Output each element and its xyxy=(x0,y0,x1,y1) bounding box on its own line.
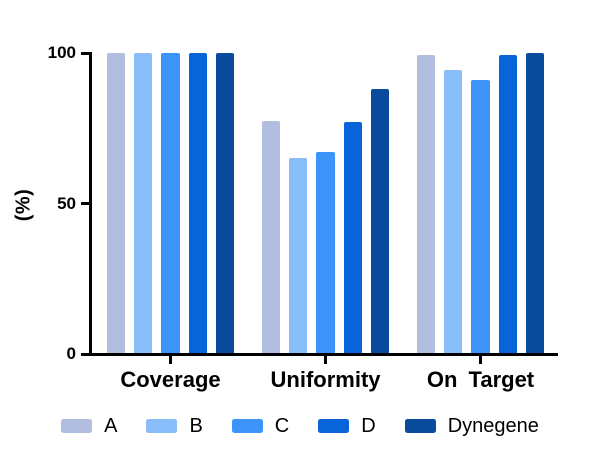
legend-label: C xyxy=(274,415,290,437)
bar-coverage-d xyxy=(188,53,208,354)
legend-swatch xyxy=(318,419,350,433)
bar-on-target-c xyxy=(471,80,490,354)
bar-on-target-dynegene xyxy=(525,53,545,354)
bar-uniformity-b xyxy=(288,158,308,354)
legend-swatch xyxy=(146,419,178,433)
legend-swatch xyxy=(231,419,263,433)
bar-on-target-d xyxy=(498,55,518,354)
bar-coverage-a xyxy=(106,53,126,354)
x-category-label: On Target xyxy=(426,367,535,392)
x-tick xyxy=(324,355,327,364)
legend-label: D xyxy=(361,415,376,437)
y-tick xyxy=(81,51,90,55)
legend-label: Dynegene xyxy=(447,415,539,437)
bar-on-target-b xyxy=(443,69,463,354)
bar-coverage-b xyxy=(133,53,153,354)
legend-swatch xyxy=(61,419,93,433)
legend-label: A xyxy=(104,415,118,437)
x-tick xyxy=(169,355,172,364)
bar-uniformity-a xyxy=(261,120,281,354)
bar-on-target-a xyxy=(416,55,436,354)
x-category-label: Uniformity xyxy=(270,367,381,392)
legend-item: D xyxy=(318,414,376,438)
bar-uniformity-d xyxy=(343,122,363,354)
bar-uniformity-c xyxy=(316,152,335,354)
bar-coverage-c xyxy=(161,53,180,354)
x-category-label: Coverage xyxy=(120,367,221,392)
y-tick xyxy=(81,202,90,205)
legend-item: Dynegene xyxy=(404,414,539,438)
y-axis-line xyxy=(89,51,92,356)
y-tick-label: 100 xyxy=(47,43,76,62)
legend-swatch xyxy=(404,419,436,433)
legend-label: B xyxy=(189,415,203,437)
bar-uniformity-dynegene xyxy=(370,89,390,354)
bar-coverage-dynegene xyxy=(215,53,235,354)
x-axis-line xyxy=(88,352,558,356)
y-tick-label: 50 xyxy=(57,193,76,213)
legend-item: B xyxy=(146,414,203,438)
y-tick xyxy=(81,352,90,356)
legend-item: A xyxy=(61,414,117,438)
x-tick xyxy=(479,355,482,364)
legend: A B C D Dynegene xyxy=(0,414,600,438)
y-tick-label: 0 xyxy=(66,344,76,363)
legend-item: C xyxy=(231,414,290,438)
